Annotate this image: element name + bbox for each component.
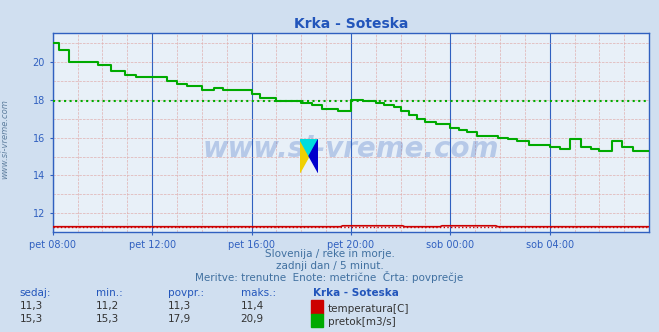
Text: temperatura[C]: temperatura[C] (328, 304, 410, 314)
Text: Slovenija / reke in morje.: Slovenija / reke in morje. (264, 249, 395, 259)
Polygon shape (300, 139, 309, 173)
Text: povpr.:: povpr.: (168, 288, 204, 298)
Text: 15,3: 15,3 (20, 314, 43, 324)
Text: 20,9: 20,9 (241, 314, 264, 324)
Text: 15,3: 15,3 (96, 314, 119, 324)
Text: min.:: min.: (96, 288, 123, 298)
Text: www.si-vreme.com: www.si-vreme.com (203, 135, 499, 163)
Polygon shape (309, 139, 318, 173)
Text: 11,4: 11,4 (241, 301, 264, 311)
Text: zadnji dan / 5 minut.: zadnji dan / 5 minut. (275, 261, 384, 271)
Text: sedaj:: sedaj: (20, 288, 51, 298)
Text: pretok[m3/s]: pretok[m3/s] (328, 317, 396, 327)
Text: 17,9: 17,9 (168, 314, 191, 324)
Text: 11,2: 11,2 (96, 301, 119, 311)
Text: Meritve: trenutne  Enote: metrične  Črta: povprečje: Meritve: trenutne Enote: metrične Črta: … (195, 271, 464, 283)
Title: Krka - Soteska: Krka - Soteska (294, 17, 408, 31)
Text: 11,3: 11,3 (168, 301, 191, 311)
Text: maks.:: maks.: (241, 288, 275, 298)
Text: Krka - Soteska: Krka - Soteska (313, 288, 399, 298)
Text: 11,3: 11,3 (20, 301, 43, 311)
Polygon shape (300, 139, 318, 156)
Text: www.si-vreme.com: www.si-vreme.com (1, 100, 10, 179)
